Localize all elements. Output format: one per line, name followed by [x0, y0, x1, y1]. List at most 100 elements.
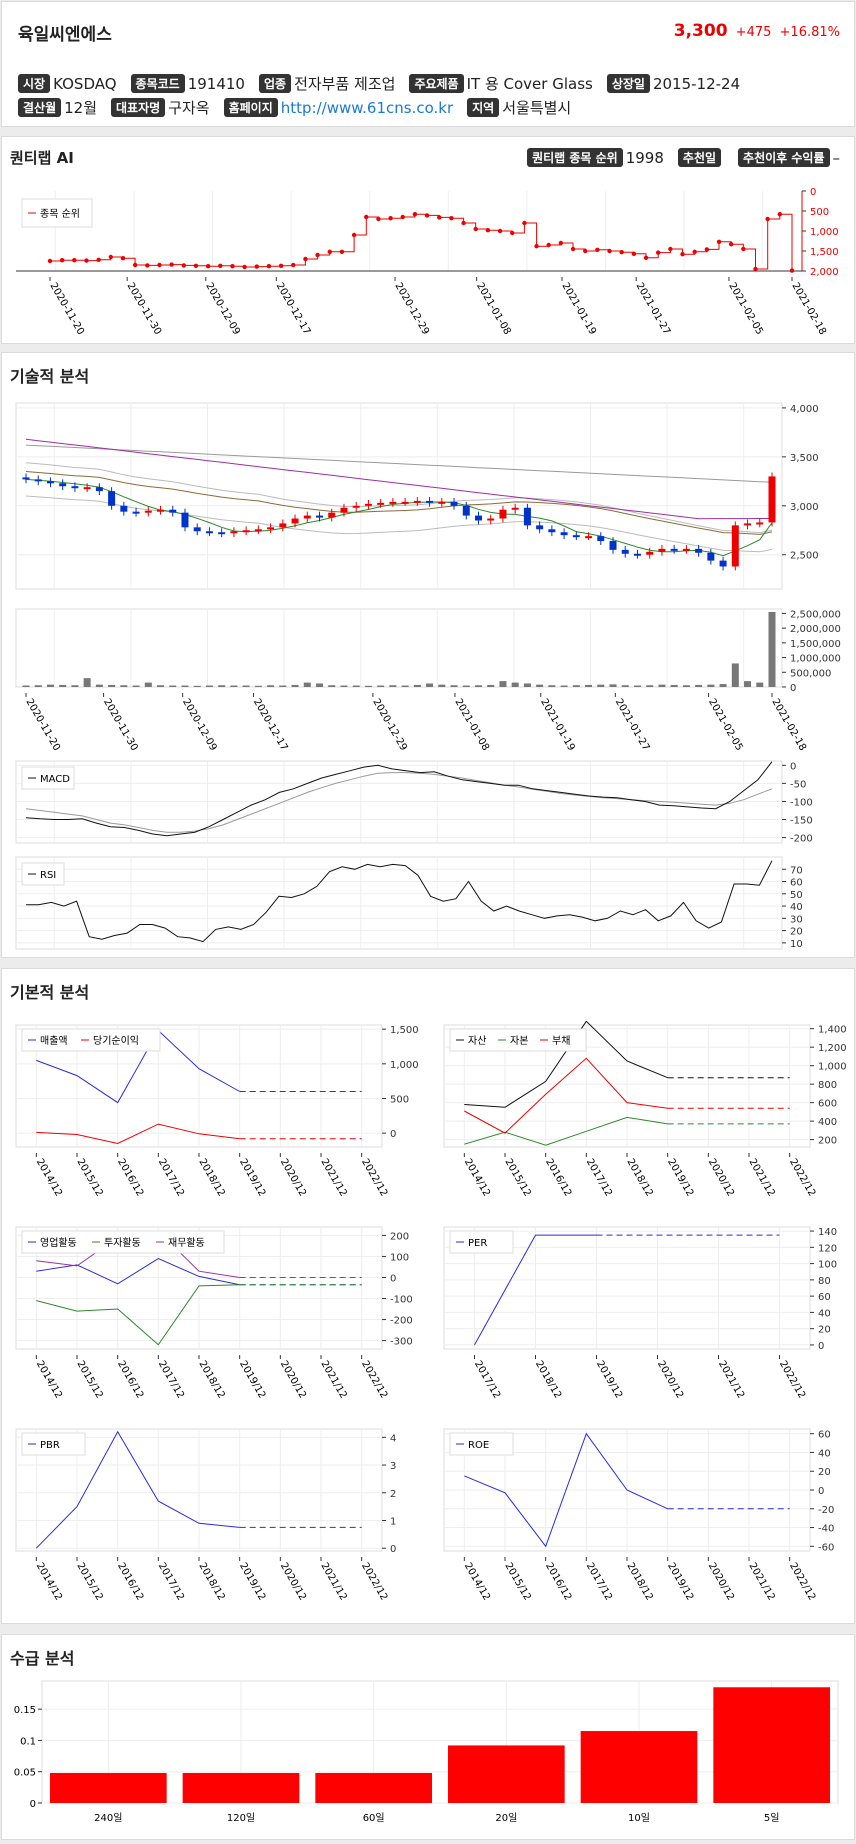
- rank-point: [570, 246, 576, 252]
- rsi-line: [26, 860, 773, 943]
- y-tick-label: 1,200: [818, 1043, 847, 1054]
- y-tick-label: 0.05: [14, 1768, 36, 1779]
- volume-bar: [450, 685, 458, 687]
- y-tick-label: 1: [390, 1517, 396, 1528]
- y-tick-label: 20: [818, 1325, 831, 1336]
- volume-chart: 2,500,000 2,000,000 1,500,000 1,000,000 500,…: [15, 608, 841, 753]
- x-tick-label: 2020-12-29: [370, 697, 409, 753]
- volume-bar: [511, 682, 519, 687]
- candle-body: [585, 536, 593, 539]
- rank-point: [716, 239, 722, 244]
- candle-body: [377, 502, 385, 505]
- industry-value: 전자부품 제조업: [294, 75, 396, 93]
- x-tick-label: 2018/12: [196, 1157, 226, 1198]
- homepage-link[interactable]: http://www.61cns.co.kr: [280, 98, 454, 117]
- x-tick-label: 2022/12: [359, 1561, 389, 1602]
- candle-body: [560, 532, 568, 536]
- code-value: 191410: [187, 74, 245, 93]
- x-tick-label: 2021-01-08: [452, 697, 491, 753]
- legend-box: [21, 1028, 161, 1052]
- y-tick-label: -40: [818, 1524, 834, 1535]
- x-tick-label: 2022/12: [787, 1157, 817, 1198]
- rank-point: [132, 262, 138, 268]
- candle-body: [462, 505, 470, 516]
- rank-point: [59, 258, 65, 263]
- candle-body: [303, 515, 311, 519]
- legend-box: [21, 766, 75, 790]
- x-tick-label: 2021-01-08: [474, 281, 513, 337]
- x-tick-label: 2015/12: [74, 1561, 104, 1602]
- rank-point: [728, 242, 734, 247]
- candle-body: [389, 501, 397, 504]
- product-value: IT 용 Cover Glass: [466, 75, 593, 93]
- rank-chart: 0 500 1,000 1,500 2,000 종목 순위 2020-11-20 2020-1…: [16, 187, 839, 337]
- x-tick-label: 2021-02-18: [769, 697, 808, 753]
- y-tick-label: 500: [810, 207, 829, 218]
- candle-body: [83, 487, 91, 490]
- company-name: 육일씨엔에스: [18, 25, 112, 45]
- volume-bar: [218, 685, 226, 687]
- volume-bar: [120, 685, 128, 687]
- rank-point: [473, 226, 478, 232]
- volume-bar: [205, 685, 213, 687]
- rank-point: [424, 213, 430, 218]
- legend-label: 자본: [510, 1035, 528, 1047]
- x-tick-label: 2016/12: [543, 1157, 573, 1198]
- return-value: –: [832, 148, 841, 167]
- market-value: KOSDAQ: [53, 74, 117, 93]
- y-tick-label: 50: [790, 890, 803, 901]
- legend-box: [449, 1432, 514, 1456]
- listed-label: 상장일: [606, 74, 650, 93]
- volume-bar: [536, 684, 544, 687]
- candle-body: [267, 527, 275, 530]
- investing-cf-line: [36, 1284, 240, 1346]
- x-tick-label: 2018/12: [624, 1157, 654, 1198]
- candle-body: [364, 503, 372, 506]
- x-tick-label: 2020-11-30: [101, 697, 140, 753]
- debt-line: [464, 1057, 668, 1134]
- y-tick-label: -100: [790, 797, 813, 808]
- net-income-line: [36, 1123, 240, 1145]
- volume-bar: [340, 685, 348, 687]
- candle-body: [291, 518, 299, 524]
- candle-body: [707, 552, 715, 561]
- candle-body: [548, 529, 556, 533]
- rank-point: [412, 212, 418, 217]
- supply-bar: [182, 1772, 300, 1803]
- x-tick-label: 2015/12: [74, 1157, 104, 1198]
- y-tick-label: 1,400: [818, 1025, 847, 1036]
- y-tick-label: 0.1: [20, 1736, 36, 1747]
- volume-bar: [744, 681, 752, 687]
- product-label: 주요제품: [409, 74, 464, 93]
- rank-point: [278, 263, 284, 268]
- candle-body: [597, 536, 605, 542]
- rank-label: 퀀티랩 종목 순위: [527, 148, 623, 167]
- rank-point: [765, 216, 770, 222]
- x-tick-label: 2020-11-20: [47, 281, 86, 337]
- candle-body: [523, 507, 531, 526]
- candle-body: [59, 483, 67, 487]
- x-tick-label: 2020-12-17: [274, 281, 313, 337]
- volume-bar: [560, 685, 568, 687]
- y-tick-label: 1,000: [810, 227, 839, 238]
- x-tick-label: 2019/12: [237, 1157, 267, 1198]
- y-tick-label: 0: [390, 1544, 396, 1555]
- volume-bar: [633, 685, 641, 687]
- rank-point: [558, 240, 564, 246]
- x-tick-label: 120일: [227, 1812, 255, 1824]
- x-tick-label: 2019/12: [665, 1561, 695, 1602]
- legend-label: RSI: [40, 870, 56, 881]
- volume-bar: [597, 684, 605, 687]
- x-tick-label: 2016/12: [543, 1561, 573, 1602]
- volume-bar: [646, 685, 654, 687]
- candle-body: [205, 531, 213, 534]
- x-tick-label: 2021-02-05: [706, 697, 745, 753]
- quantilab-ai-card: 퀀티랩 AI 퀀티랩 종목 순위 1998 추천일 추천이후 수익률 – 0 500 1…: [1, 136, 855, 344]
- rank-point: [753, 266, 758, 272]
- x-tick-label: 2020-11-20: [23, 697, 62, 753]
- rank-point: [303, 256, 308, 262]
- rank-value: 1998: [625, 148, 664, 167]
- roe-line: [464, 1432, 668, 1548]
- macd-chart: 0 -50 -100 -150 -200 MACD: [15, 760, 813, 845]
